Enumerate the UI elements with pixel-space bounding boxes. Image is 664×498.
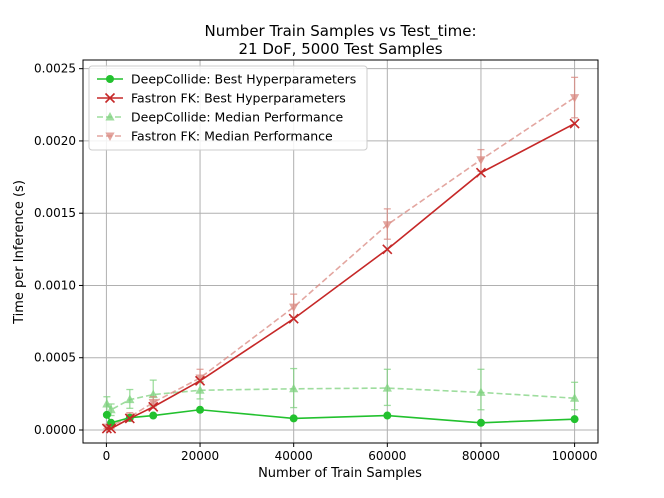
data-point <box>569 94 580 103</box>
data-point <box>101 423 112 434</box>
data-point <box>107 418 116 427</box>
data-point <box>149 411 158 420</box>
data-point <box>383 411 392 420</box>
data-point <box>148 399 158 408</box>
y-tick-label: 0.0005 <box>34 351 76 365</box>
data-point <box>289 383 299 393</box>
data-point <box>382 221 392 230</box>
x-tick-label: 20000 <box>181 449 219 463</box>
legend-label: DeepCollide: Median Performance <box>131 110 344 125</box>
data-point <box>289 414 298 423</box>
series-2 <box>102 367 580 417</box>
x-tick-label: 60000 <box>368 449 406 463</box>
data-point <box>125 394 135 404</box>
data-point <box>148 389 158 399</box>
data-point <box>382 383 392 392</box>
data-point <box>196 405 205 414</box>
x-tick-label: 80000 <box>462 449 500 463</box>
legend-box <box>88 65 368 151</box>
series-line <box>106 122 575 430</box>
x-tick-label: 0 <box>103 449 111 463</box>
y-tick-label: 0.0010 <box>34 278 76 292</box>
y-tick-label: 0.0000 <box>34 423 76 437</box>
y-tick-label: 0.0015 <box>34 206 76 220</box>
legend-entry: DeepCollide: Median Performance <box>97 110 344 125</box>
x-tick-label: 100000 <box>552 449 598 463</box>
data-point <box>195 374 205 383</box>
legend-entry: Fastron FK: Best Hyperparameters <box>97 91 346 106</box>
data-point <box>148 401 159 412</box>
legend-entry: Fastron FK: Median Performance <box>97 129 333 144</box>
data-point <box>382 244 393 255</box>
chart-subtitle: 21 DoF, 5000 Test Samples <box>238 40 443 58</box>
data-point <box>106 404 116 414</box>
y-tick-label: 0.0020 <box>34 134 76 148</box>
data-point <box>569 118 580 129</box>
axes-layer: 0 20000 40000 60000 80000 100000 0.0000 0.0005 0… <box>34 59 599 463</box>
data-point <box>476 387 486 396</box>
data-point <box>289 303 299 313</box>
data-point <box>476 418 485 427</box>
data-point <box>475 167 487 178</box>
data-point <box>124 413 135 424</box>
series-layer <box>101 76 580 434</box>
legend: DeepCollide: Best Hyperparameters Fastron… <box>88 65 368 151</box>
data-point <box>102 398 112 408</box>
data-point <box>102 410 111 419</box>
legend-label: Fastron FK: Median Performance <box>131 129 333 144</box>
data-point <box>288 313 299 324</box>
y-axis-label: Time per Inference (s) <box>12 180 27 325</box>
series-1 <box>101 118 580 434</box>
plot-frame <box>82 59 599 444</box>
legend-marker <box>106 75 114 83</box>
data-point <box>106 423 117 434</box>
data-point <box>570 415 579 424</box>
series-line <box>106 387 575 411</box>
legend-marker <box>104 92 116 104</box>
legend-entry: DeepCollide: Best Hyperparameters <box>97 72 356 87</box>
legend-label: Fastron FK: Best Hyperparameters <box>131 91 346 106</box>
series-3 <box>102 76 580 433</box>
chart-title: Number Train Samples vs Test_time: <box>204 22 477 40</box>
legend-label: DeepCollide: Best Hyperparameters <box>131 72 356 87</box>
data-point <box>194 375 206 386</box>
data-point <box>476 156 486 165</box>
legend-marker <box>105 132 115 141</box>
data-point <box>195 385 205 394</box>
series-line <box>106 408 575 424</box>
series-0 <box>102 405 579 427</box>
series-line <box>106 96 576 428</box>
data-point <box>569 393 580 402</box>
legend-marker <box>105 112 115 121</box>
x-axis-label: Number of Train Samples <box>258 466 422 481</box>
y-tick-label: 0.0025 <box>34 62 76 76</box>
x-tick-label: 40000 <box>275 449 313 463</box>
